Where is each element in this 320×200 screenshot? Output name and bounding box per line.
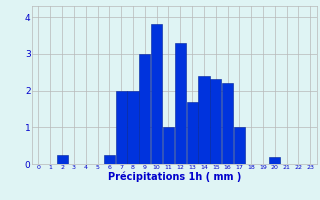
- X-axis label: Précipitations 1h ( mm ): Précipitations 1h ( mm ): [108, 172, 241, 182]
- Bar: [116, 91, 127, 164]
- Bar: [151, 24, 162, 164]
- Bar: [57, 155, 68, 164]
- Bar: [198, 76, 210, 164]
- Bar: [269, 157, 280, 164]
- Bar: [234, 127, 245, 164]
- Bar: [187, 102, 198, 164]
- Bar: [104, 155, 115, 164]
- Bar: [163, 127, 174, 164]
- Bar: [210, 79, 221, 164]
- Bar: [175, 43, 186, 164]
- Bar: [222, 83, 233, 164]
- Bar: [127, 91, 139, 164]
- Bar: [139, 54, 150, 164]
